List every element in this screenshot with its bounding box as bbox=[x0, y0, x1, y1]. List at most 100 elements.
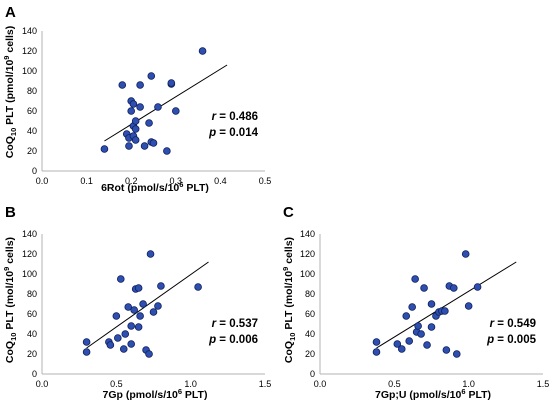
data-point bbox=[408, 303, 416, 311]
y-tick-label: 60 bbox=[27, 309, 37, 319]
data-point bbox=[372, 338, 381, 346]
y-tick-labels: 0 20 40 60 80 100 120 140 bbox=[300, 229, 315, 379]
data-point bbox=[139, 300, 147, 308]
r-statistic: r = 0.537 bbox=[212, 318, 258, 330]
panel-label: A bbox=[5, 4, 16, 21]
x-tick-labels: 0.0 0.5 1.0 1.5 bbox=[314, 379, 550, 389]
y-tick-label: 20 bbox=[27, 146, 37, 156]
data-point bbox=[125, 142, 133, 150]
data-point bbox=[100, 145, 109, 153]
data-point bbox=[149, 139, 158, 147]
y-axis-title: CoQ10 PLT (pmol/109 cells) bbox=[2, 26, 18, 159]
x-tick-label: 1.0 bbox=[462, 379, 475, 389]
y-tick-label: 40 bbox=[305, 329, 315, 339]
data-point bbox=[167, 79, 176, 87]
x-tick-label: 1.5 bbox=[259, 379, 272, 389]
data-point bbox=[194, 283, 202, 291]
x-tick-label: 0.0 bbox=[314, 379, 327, 389]
data-point bbox=[420, 284, 428, 292]
x-tick-label: 0.5 bbox=[110, 379, 123, 389]
data-point bbox=[405, 337, 414, 345]
y-tick-label: 0 bbox=[310, 369, 315, 379]
y-tick-label: 80 bbox=[27, 86, 37, 96]
x-tick-label: 0.5 bbox=[388, 379, 401, 389]
p-statistic: p = 0.005 bbox=[486, 334, 537, 346]
data-point bbox=[129, 100, 138, 108]
data-point bbox=[136, 312, 144, 320]
data-point bbox=[198, 47, 207, 55]
data-points bbox=[372, 250, 482, 358]
x-tick-label: 0.0 bbox=[36, 379, 49, 389]
data-point bbox=[127, 340, 135, 348]
data-point bbox=[397, 345, 406, 353]
data-point bbox=[417, 330, 425, 338]
x-tick-labels: 0.0 0.1 0.2 0.3 0.4 0.5 bbox=[36, 176, 272, 186]
panel-label: C bbox=[283, 204, 294, 221]
y-tick-label: 20 bbox=[27, 349, 37, 359]
trendline bbox=[104, 64, 228, 142]
y-tick-labels: 0 20 40 60 80 100 120 140 bbox=[22, 26, 37, 176]
data-point bbox=[442, 346, 451, 354]
trendline bbox=[86, 261, 209, 349]
r-statistic: r = 0.486 bbox=[212, 111, 258, 123]
data-point bbox=[136, 81, 144, 89]
data-points bbox=[82, 250, 202, 358]
y-axis-title: CoQ10 PLT (mol/109 cells) bbox=[281, 237, 297, 363]
panel-b: B 0.0 0.5 1.0 1.5 0 20 40 60 80 100 120 140 7Gp (p… bbox=[2, 204, 271, 401]
data-point bbox=[114, 334, 122, 342]
data-point bbox=[172, 107, 180, 115]
data-point bbox=[134, 323, 143, 331]
panel-c: C 0.0 0.5 1.0 1.5 0 20 40 60 80 100 120 140 7Gp;U … bbox=[281, 204, 549, 401]
y-tick-label: 60 bbox=[305, 309, 315, 319]
y-tick-label: 100 bbox=[22, 269, 37, 279]
data-point bbox=[154, 103, 162, 111]
data-point bbox=[127, 107, 135, 115]
data-point bbox=[441, 307, 449, 315]
panel-label: B bbox=[5, 204, 16, 221]
data-point bbox=[449, 284, 458, 292]
data-point bbox=[145, 119, 153, 127]
y-tick-label: 120 bbox=[22, 46, 37, 56]
data-point bbox=[452, 350, 461, 358]
data-point bbox=[414, 322, 422, 330]
y-tick-label: 140 bbox=[22, 26, 37, 36]
x-tick-label: 0.1 bbox=[80, 176, 93, 186]
data-point bbox=[82, 348, 91, 356]
data-point bbox=[427, 300, 436, 308]
x-tick-label: 0.0 bbox=[36, 176, 49, 186]
data-point bbox=[372, 348, 381, 356]
data-point bbox=[411, 275, 419, 283]
data-point bbox=[131, 136, 140, 144]
data-point bbox=[82, 338, 91, 346]
x-tick-label: 0.2 bbox=[125, 176, 138, 186]
data-point bbox=[163, 147, 171, 155]
data-points bbox=[100, 47, 207, 155]
data-point bbox=[124, 303, 133, 311]
x-tick-label: 0.5 bbox=[259, 176, 272, 186]
data-point bbox=[136, 103, 144, 111]
data-point bbox=[121, 330, 130, 338]
data-point bbox=[131, 125, 140, 133]
p-statistic: p = 0.006 bbox=[208, 334, 258, 346]
data-point bbox=[130, 306, 138, 314]
y-tick-label: 140 bbox=[300, 229, 315, 239]
data-point bbox=[461, 250, 470, 258]
data-point bbox=[427, 323, 436, 331]
y-tick-label: 0 bbox=[32, 166, 37, 176]
data-point bbox=[131, 117, 140, 125]
data-point bbox=[112, 312, 121, 320]
x-tick-label: 0.4 bbox=[214, 176, 227, 186]
data-point bbox=[473, 283, 482, 291]
data-point bbox=[146, 250, 155, 258]
y-tick-label: 100 bbox=[300, 269, 315, 279]
data-point bbox=[145, 350, 153, 358]
data-point bbox=[402, 312, 411, 320]
x-tick-label: 0.3 bbox=[170, 176, 183, 186]
data-point bbox=[106, 341, 115, 349]
r-statistic: r = 0.549 bbox=[490, 318, 536, 330]
y-tick-label: 40 bbox=[27, 126, 37, 136]
x-axis-title: 6Rot (pmol/s/106 PLT) bbox=[101, 180, 209, 194]
p-statistic: p = 0.014 bbox=[208, 127, 259, 139]
y-tick-label: 60 bbox=[27, 106, 37, 116]
